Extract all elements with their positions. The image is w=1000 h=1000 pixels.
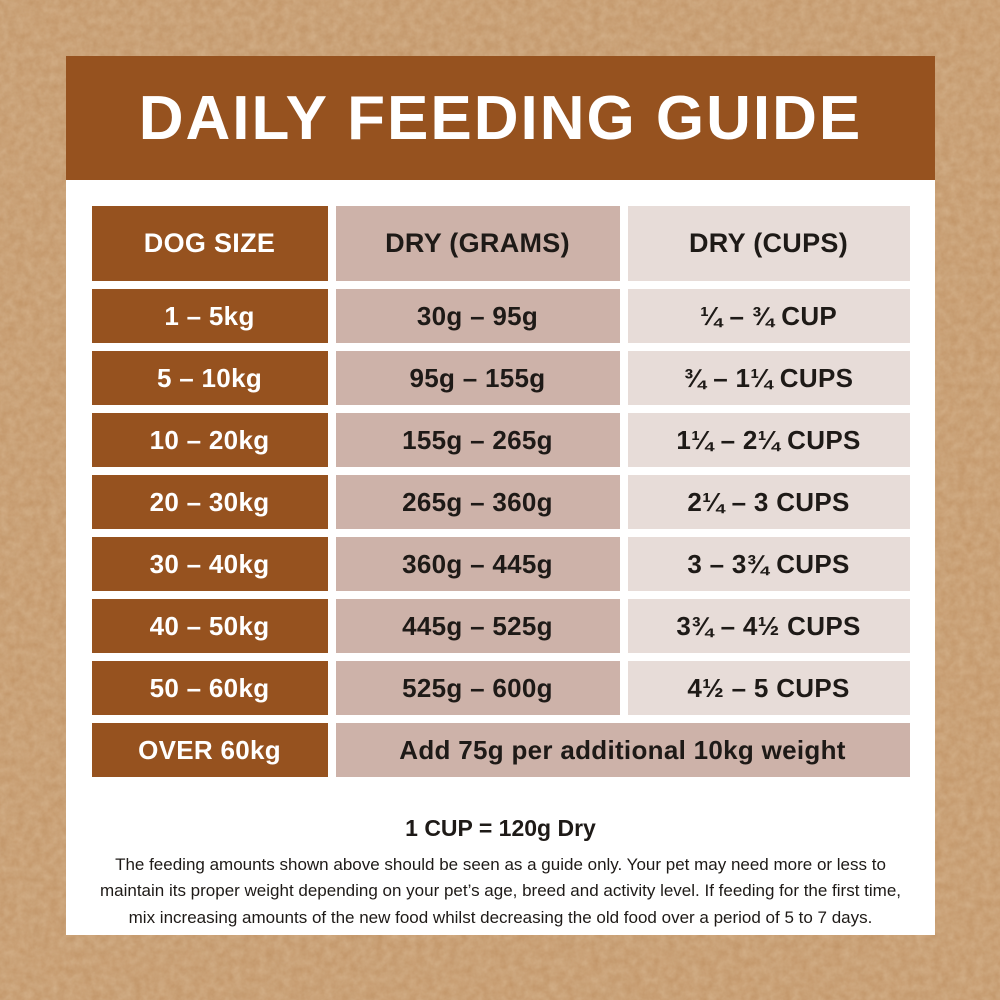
cup-equivalence-note: 1 CUP = 120g Dry <box>405 815 596 841</box>
table-row-size-over-60kg: OVER 60kg <box>91 723 328 777</box>
table-row-cups: 1¼ – 2¼ CUPS <box>627 413 910 467</box>
page-title: DAILY FEEDING GUIDE <box>138 83 863 153</box>
column-header-dry-grams: DRY (GRAMS) <box>335 206 620 281</box>
table-row-cups: 3 – 3¾ CUPS <box>627 537 910 591</box>
column-header-dog-size: DOG SIZE <box>91 206 328 281</box>
table-row-size: 30 – 40kg <box>91 537 328 591</box>
table-row-cups: 3¾ – 4½ CUPS <box>627 599 910 653</box>
table-row-cups: ¼ – ¾ CUP <box>627 289 910 343</box>
table-row-grams: 445g – 525g <box>335 599 620 653</box>
table-row-size: 1 – 5kg <box>91 289 328 343</box>
table-row-over-60kg-note: Add 75g per additional 10kg weight <box>335 723 910 777</box>
feeding-table: DOG SIZE DRY (GRAMS) DRY (CUPS) 1 – 5kg … <box>91 206 910 777</box>
table-row-cups: 2¼ – 3 CUPS <box>627 475 910 529</box>
table-row-grams: 155g – 265g <box>335 413 620 467</box>
table-row-cups: ¾ – 1¼ CUPS <box>627 351 910 405</box>
feeding-disclaimer-text: The feeding amounts shown above should b… <box>99 855 902 927</box>
table-row-grams: 525g – 600g <box>335 661 620 715</box>
table-row-grams: 95g – 155g <box>335 351 620 405</box>
table-row-size: 20 – 30kg <box>91 475 328 529</box>
table-row-grams: 360g – 445g <box>335 537 620 591</box>
banner: DAILY FEEDING GUIDE <box>66 56 935 180</box>
column-header-dry-cups: DRY (CUPS) <box>627 206 910 281</box>
table-row-size: 50 – 60kg <box>91 661 328 715</box>
feeding-guide-card: DAILY FEEDING GUIDE DOG SIZE DRY (GRAMS)… <box>66 56 935 935</box>
table-row-grams: 30g – 95g <box>335 289 620 343</box>
table-row-grams: 265g – 360g <box>335 475 620 529</box>
table-row-size: 10 – 20kg <box>91 413 328 467</box>
table-row-size: 40 – 50kg <box>91 599 328 653</box>
table-row-cups: 4½ – 5 CUPS <box>627 661 910 715</box>
table-row-size: 5 – 10kg <box>91 351 328 405</box>
